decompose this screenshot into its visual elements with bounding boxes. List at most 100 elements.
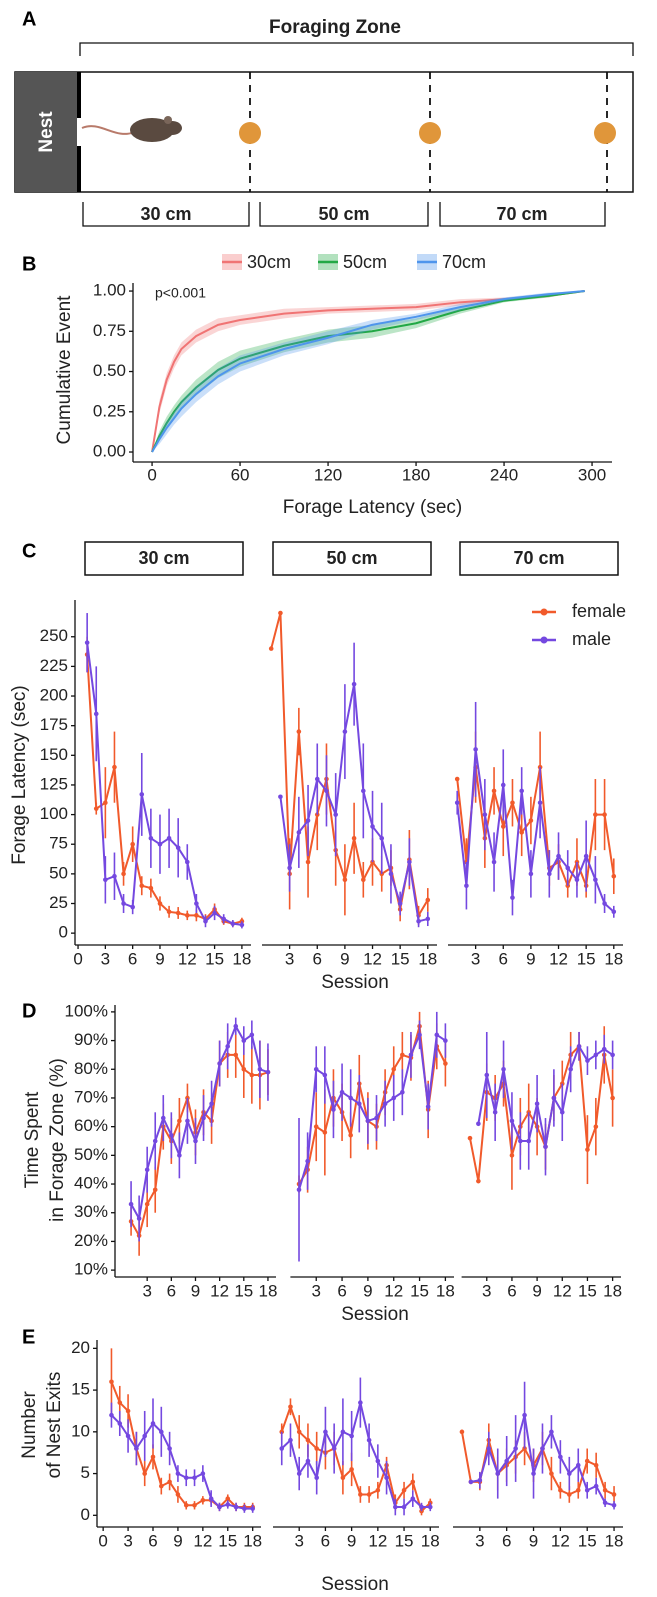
data-point bbox=[103, 800, 108, 806]
data-point bbox=[348, 1095, 353, 1101]
data-point bbox=[526, 1110, 532, 1115]
data-point bbox=[391, 1095, 397, 1101]
facet-title: 50 cm bbox=[326, 548, 377, 568]
data-point bbox=[575, 1462, 581, 1468]
x-tick-label: 12 bbox=[363, 949, 382, 968]
data-point bbox=[397, 901, 403, 906]
data-point bbox=[183, 1475, 189, 1481]
data-point bbox=[192, 1502, 197, 1508]
data-point bbox=[185, 1118, 190, 1124]
x-tick-label: 15 bbox=[395, 1531, 414, 1550]
data-point bbox=[157, 901, 163, 906]
data-point bbox=[610, 1052, 615, 1058]
legend-label: 50cm bbox=[343, 252, 387, 272]
data-point bbox=[576, 1044, 582, 1049]
data-point bbox=[175, 845, 181, 851]
data-point bbox=[374, 1115, 379, 1121]
data-point bbox=[513, 1446, 518, 1451]
data-point bbox=[93, 806, 99, 811]
legend-dot bbox=[540, 608, 548, 616]
x-tick-label: 120 bbox=[314, 465, 342, 484]
data-point bbox=[500, 824, 506, 829]
data-point bbox=[510, 895, 515, 900]
x-tick-label: 3 bbox=[101, 949, 110, 968]
y-tick-label: 150 bbox=[40, 745, 68, 764]
data-point bbox=[287, 865, 292, 871]
data-point bbox=[417, 1032, 422, 1038]
data-point bbox=[322, 1130, 328, 1135]
data-point bbox=[558, 1487, 563, 1493]
y-tick-label: 0 bbox=[81, 1505, 90, 1524]
x-tick-label: 9 bbox=[363, 1281, 372, 1300]
data-point bbox=[379, 835, 385, 841]
x-tick-label: 12 bbox=[549, 949, 568, 968]
data-point bbox=[540, 1446, 545, 1451]
data-point bbox=[361, 788, 366, 794]
data-point bbox=[602, 1487, 608, 1493]
data-point bbox=[112, 764, 117, 770]
x-tick-label: 6 bbox=[313, 949, 322, 968]
distance-brackets bbox=[82, 202, 606, 227]
data-point bbox=[528, 871, 534, 877]
x-tick-label: 18 bbox=[418, 949, 437, 968]
data-point bbox=[585, 1147, 590, 1152]
series-line bbox=[270, 612, 429, 919]
data-point bbox=[401, 1504, 407, 1510]
data-point bbox=[175, 1471, 181, 1476]
x-tick-label: 18 bbox=[258, 1281, 277, 1300]
data-point bbox=[159, 1483, 164, 1489]
data-point bbox=[175, 910, 181, 916]
data-point bbox=[568, 1066, 573, 1072]
data-point bbox=[593, 877, 598, 883]
data-point bbox=[109, 1379, 114, 1385]
y-tick-label: 225 bbox=[40, 656, 68, 675]
data-point bbox=[358, 1400, 363, 1405]
data-point bbox=[249, 1072, 255, 1078]
x-tick-label: 6 bbox=[128, 949, 137, 968]
data-point bbox=[482, 812, 488, 817]
legend-label: 70cm bbox=[442, 252, 486, 272]
data-point bbox=[103, 877, 108, 883]
data-point bbox=[401, 1487, 407, 1493]
x-tick-label: 18 bbox=[436, 1281, 455, 1300]
x-tick-label: 0 bbox=[73, 949, 82, 968]
facet-strip bbox=[84, 541, 244, 576]
x-tick-label: 9 bbox=[529, 1531, 538, 1550]
data-point bbox=[117, 1421, 123, 1426]
x-tick-label: 9 bbox=[532, 1281, 541, 1300]
y-axis-title: Cumulative Event bbox=[54, 295, 75, 445]
data-point bbox=[184, 913, 190, 918]
data-point bbox=[225, 1502, 231, 1507]
data-point bbox=[567, 1492, 572, 1497]
facet-title: 70 cm bbox=[513, 548, 564, 568]
data-point bbox=[593, 1462, 599, 1468]
data-point bbox=[314, 1475, 319, 1481]
panel-label: C bbox=[22, 540, 36, 562]
x-tick-label: 3 bbox=[482, 1281, 491, 1300]
data-point bbox=[194, 913, 199, 918]
x-tick-label: 3 bbox=[123, 1531, 132, 1550]
data-point bbox=[584, 1487, 590, 1493]
series-line bbox=[281, 1402, 431, 1508]
x-tick-label: 15 bbox=[410, 1281, 429, 1300]
data-point bbox=[257, 1066, 263, 1072]
data-point bbox=[225, 1044, 230, 1049]
y-tick-label: 20 bbox=[71, 1338, 90, 1357]
data-point bbox=[526, 1138, 532, 1144]
y-tick-label: 100 bbox=[40, 804, 68, 823]
data-point bbox=[543, 1144, 548, 1150]
data-point bbox=[400, 1052, 405, 1058]
data-point bbox=[184, 859, 190, 865]
y-axis-title: Number bbox=[19, 1391, 40, 1459]
x-axis-title: Forage Latency (sec) bbox=[283, 497, 463, 518]
data-point bbox=[166, 909, 172, 915]
data-point bbox=[547, 871, 552, 877]
x-tick-label: 6 bbox=[321, 1531, 330, 1550]
data-point bbox=[391, 1066, 397, 1072]
x-tick-label: 18 bbox=[605, 1531, 624, 1550]
panel-label: B bbox=[22, 253, 36, 275]
food bbox=[594, 122, 616, 144]
facet-title: 30 cm bbox=[138, 548, 189, 568]
data-point bbox=[331, 1446, 337, 1451]
data-point bbox=[233, 1023, 239, 1029]
